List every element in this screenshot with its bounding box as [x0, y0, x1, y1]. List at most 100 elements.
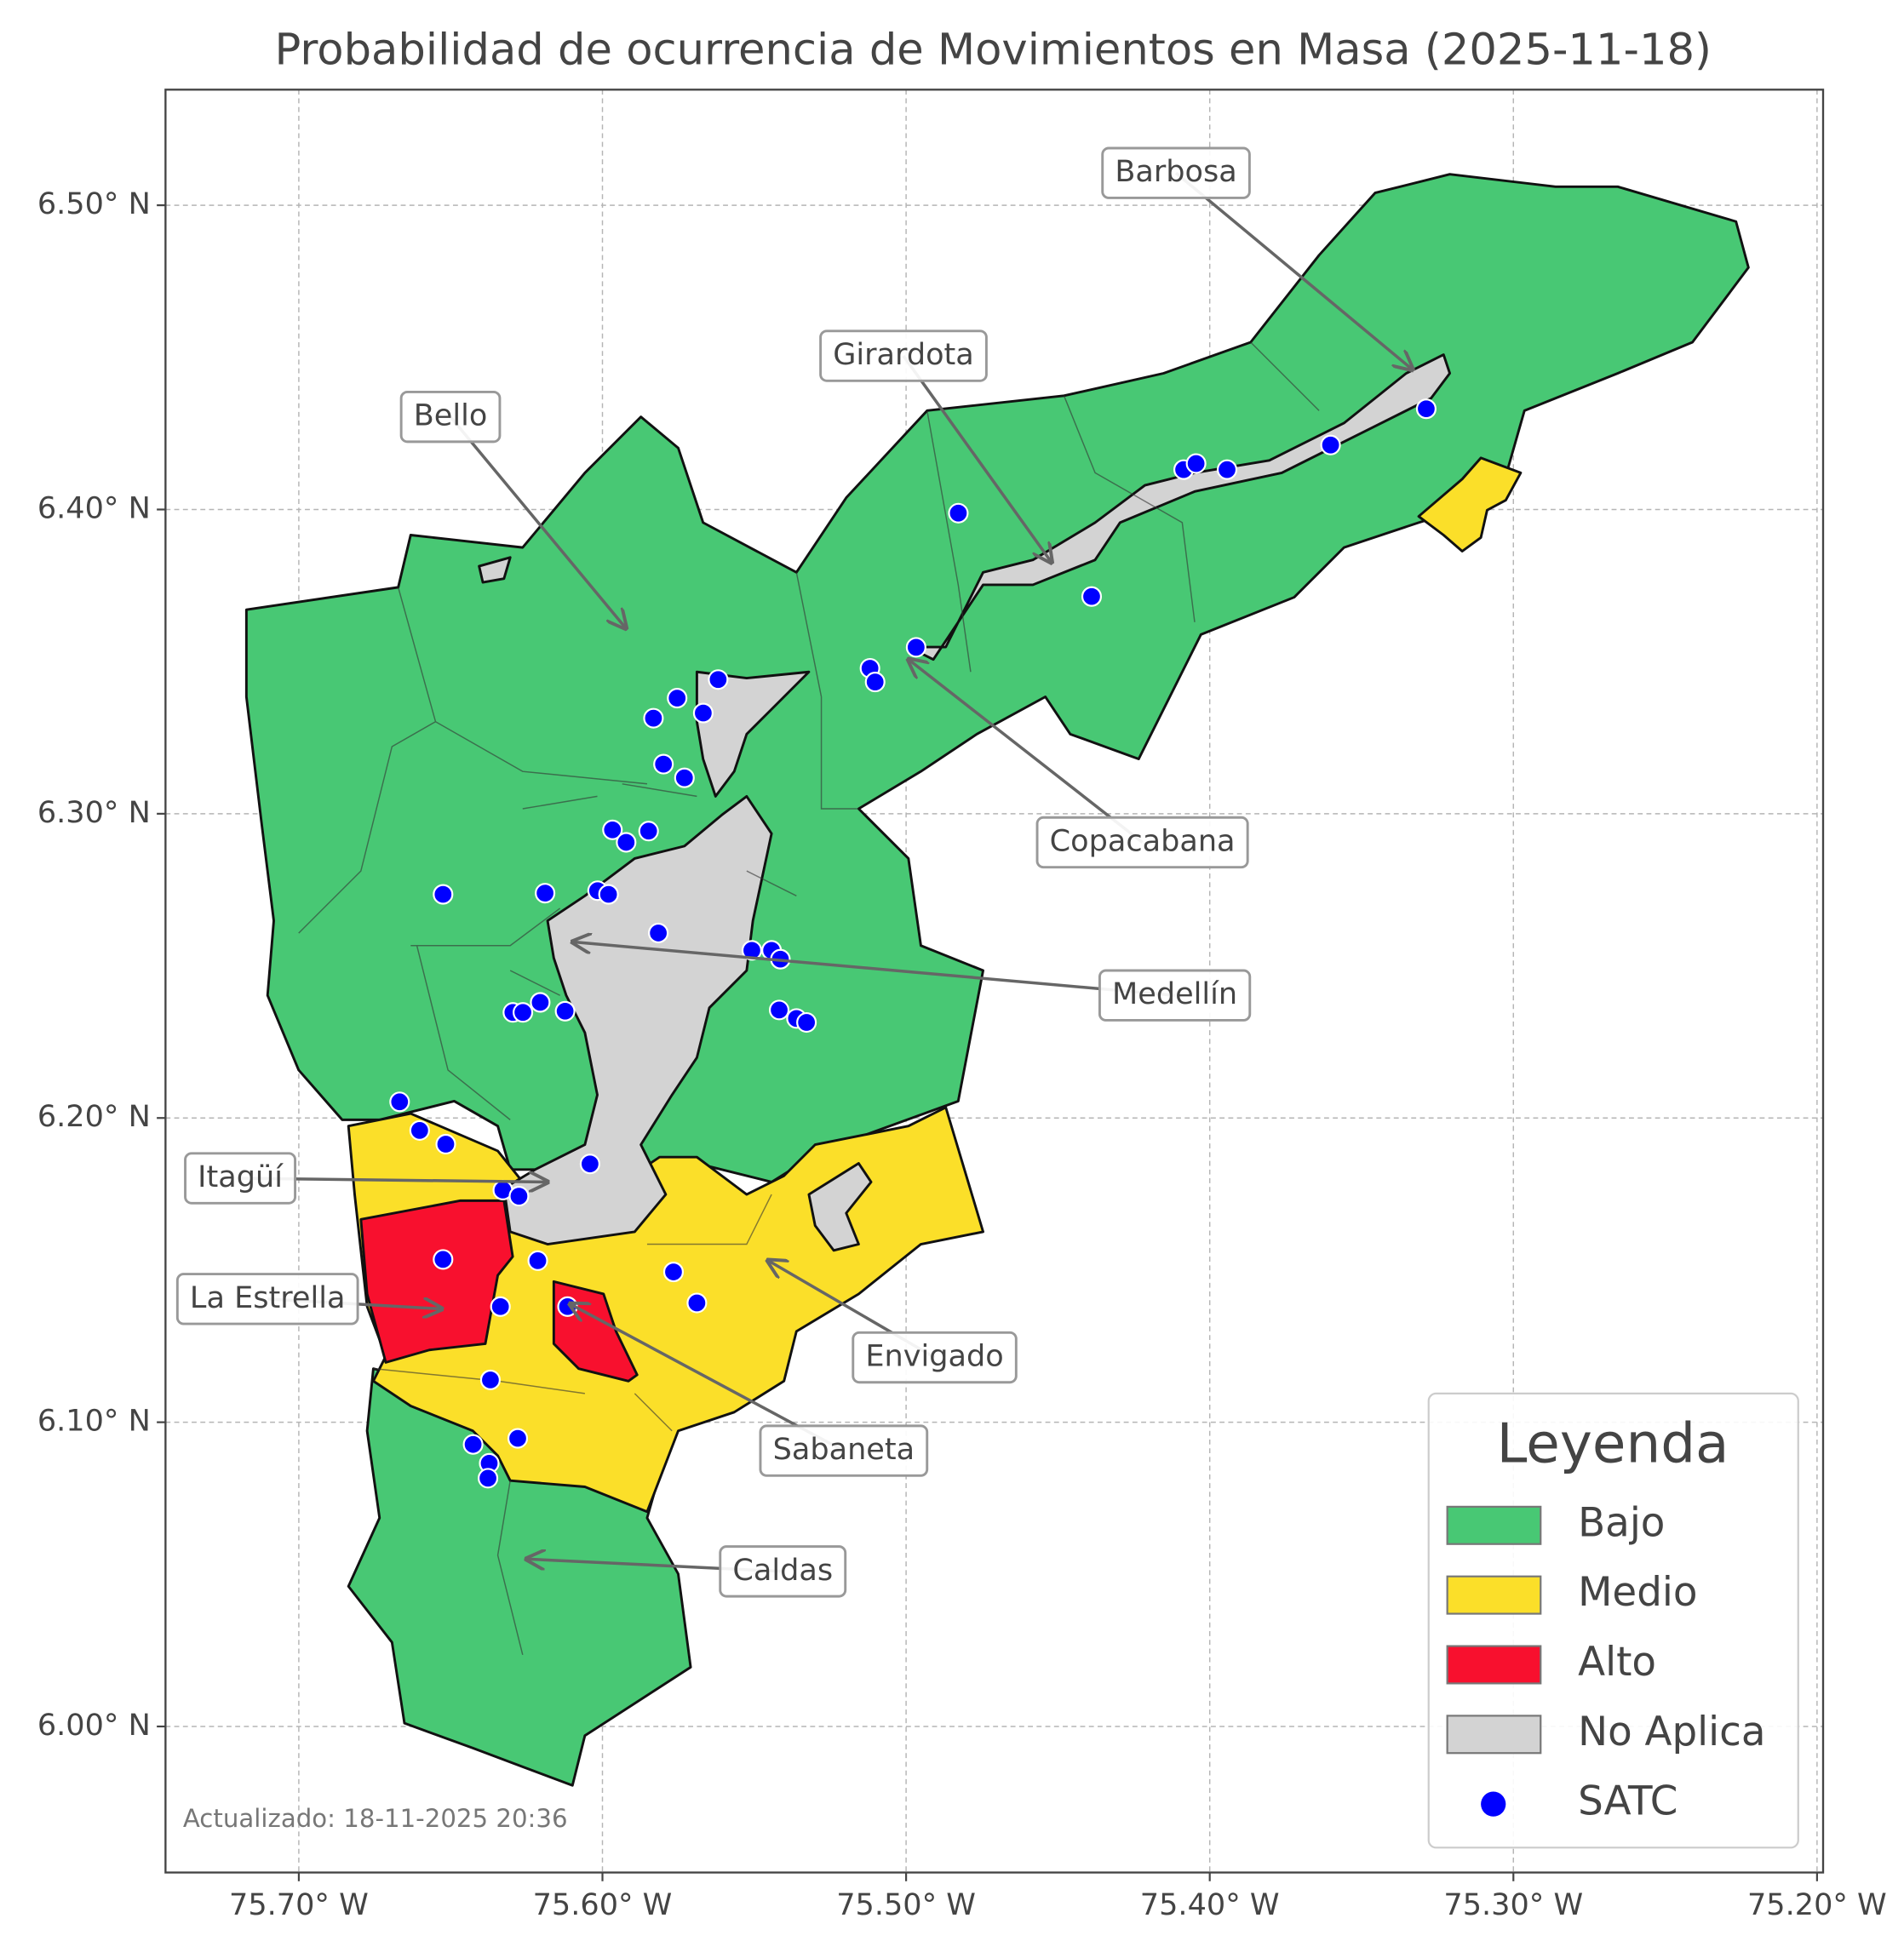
region-medio [1417, 456, 1523, 553]
annotation-box [719, 1545, 847, 1598]
satc-point [478, 1468, 499, 1489]
satc-point [435, 1133, 456, 1155]
satc-point [662, 1262, 685, 1283]
annotations: Barbosa Girardota Bello Copacabana Medellín I… [175, 146, 1413, 1598]
legend-swatch [1446, 1505, 1542, 1545]
satc-point [1415, 398, 1437, 420]
satc-point [948, 502, 969, 524]
annotation-box [759, 1424, 929, 1477]
satc-point [479, 1369, 501, 1391]
annotation-label: Girardota [833, 337, 974, 372]
satc-point [648, 922, 669, 944]
satc-point [643, 707, 664, 729]
x-tick-label: 75.50° W [836, 1887, 976, 1922]
region-no-aplica [907, 353, 1452, 661]
satc-point [674, 767, 695, 788]
legend-swatch [1446, 1715, 1542, 1755]
annotation-label: Copacabana [1050, 823, 1236, 858]
region-no-aplica [478, 556, 512, 584]
satc-point [708, 669, 729, 690]
x-tick-label: 75.20° W [1747, 1887, 1887, 1922]
satc-point [409, 1119, 430, 1141]
plot-frame [164, 89, 1825, 1874]
satc-point [535, 883, 556, 904]
annotation-box [852, 1331, 1018, 1384]
legend-label: Medio [1578, 1570, 1697, 1616]
legend-label: SATC [1578, 1779, 1677, 1825]
annotation-label: Itagüí [198, 1159, 284, 1194]
satc-point [768, 999, 790, 1021]
legend-swatch [1446, 1645, 1542, 1685]
annotation-label: Bello [414, 398, 488, 433]
satc-point [864, 672, 886, 693]
y-tick-label: 6.40° N [37, 490, 151, 525]
satc-point [433, 884, 454, 905]
satc-point [554, 1000, 576, 1022]
y-tick-label: 6.10° N [37, 1404, 151, 1439]
y-tick-label: 6.20° N [37, 1099, 151, 1134]
region-no-aplica [695, 670, 811, 798]
annotation-arrow [572, 942, 1175, 997]
legend-marker [1481, 1791, 1506, 1817]
satc-point [508, 1186, 530, 1207]
satc-point [389, 1091, 410, 1113]
region-no-aplica [807, 1162, 873, 1252]
annotation-label: Envigado [865, 1339, 1003, 1374]
annotation-arrow [909, 660, 1144, 844]
satc-point [1185, 453, 1207, 474]
annotation-label: Sabaneta [773, 1432, 915, 1467]
annotation-box [819, 329, 988, 382]
legend-swatch [1446, 1575, 1542, 1615]
satc-point [1081, 586, 1103, 607]
satc-point [490, 1296, 511, 1317]
x-tick-label: 75.70° W [229, 1887, 369, 1922]
satc-point [598, 884, 619, 905]
satc-point [741, 940, 763, 961]
y-tick-label: 6.00° N [37, 1708, 151, 1743]
map-title: Probabilidad de ocurrencia de Movimiento… [274, 25, 1712, 75]
satc-point [686, 1292, 708, 1314]
annotation-box [1098, 969, 1252, 1022]
annotation-label: Caldas [732, 1553, 833, 1588]
legend-label: Alto [1578, 1640, 1656, 1686]
regions [244, 173, 1750, 1787]
annotation-label: Barbosa [1115, 154, 1236, 189]
satc-point [1216, 459, 1238, 480]
satc-point [616, 832, 637, 853]
y-tick-label: 6.50° N [37, 186, 151, 221]
x-tick-label: 75.60° W [533, 1887, 673, 1922]
annotation-label: La Estrella [190, 1280, 346, 1315]
y-tick-label: 6.30° N [37, 795, 151, 830]
satc-point [462, 1434, 484, 1455]
satc-point [1320, 434, 1341, 455]
annotation-arrow [449, 415, 626, 628]
legend-label: Bajo [1578, 1500, 1665, 1546]
annotation-box [399, 390, 502, 444]
x-tick-label: 75.40° W [1140, 1887, 1280, 1922]
satc-point [513, 1002, 534, 1023]
annotation-box [1101, 146, 1251, 199]
satc-point [653, 753, 674, 775]
satc-point [579, 1154, 600, 1175]
satc-point [433, 1249, 454, 1270]
update-note: Actualizado: 18-11-2025 20:36 [183, 1804, 568, 1833]
annotation-box [184, 1152, 297, 1205]
legend-title: Leyenda [1497, 1411, 1729, 1475]
legend-label: No Aplica [1578, 1709, 1765, 1755]
annotation-arrow [902, 355, 1052, 563]
annotation-arrow [1174, 171, 1413, 369]
annotation-box [1035, 816, 1249, 869]
satc-point [796, 1011, 817, 1033]
satc-point [602, 819, 623, 840]
x-tick-label: 75.30° W [1443, 1887, 1583, 1922]
annotation-label: Medellín [1112, 976, 1237, 1011]
satc-point [530, 992, 551, 1013]
satc-point [638, 821, 659, 842]
satc-point [905, 637, 926, 658]
satc-point [507, 1428, 529, 1449]
annotation-box [175, 1273, 359, 1325]
satc-point [667, 688, 688, 709]
satc-points [389, 398, 1437, 1489]
region-bajo [244, 173, 1750, 1183]
